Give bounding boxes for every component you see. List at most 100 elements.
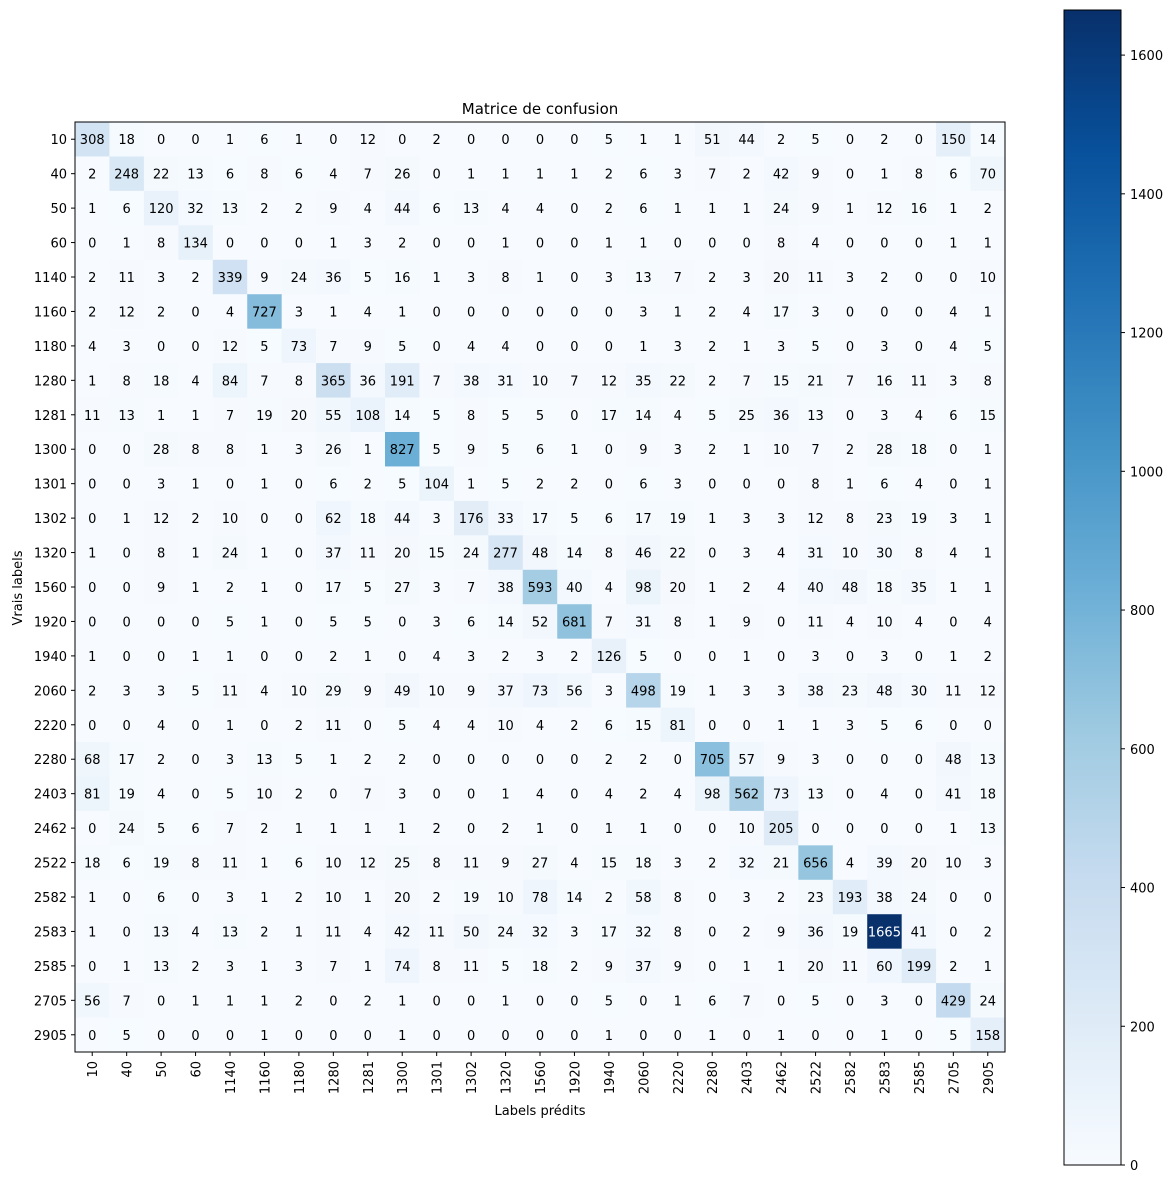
cell-value-label: 19 [670, 512, 687, 527]
cell-value-label: 1 [295, 822, 303, 837]
cell-value-label: 6 [191, 822, 199, 837]
cell-value-label: 0 [777, 650, 785, 665]
x-tick-label: 2705 [947, 1061, 962, 1094]
heatmap-cell [109, 432, 145, 468]
heatmap-cell [729, 569, 765, 605]
heatmap-cell [901, 673, 937, 709]
cell-value-label: 38 [807, 684, 824, 699]
y-tick-label: 60 [50, 237, 67, 252]
cell-value-label: 2 [433, 133, 441, 148]
cell-value-label: 11 [463, 960, 480, 975]
heatmap-cell [970, 914, 1006, 950]
cell-value-label: 0 [295, 650, 303, 665]
heatmap-cell [901, 432, 937, 468]
cell-value-label: 0 [433, 994, 441, 1009]
cell-value-label: 1 [536, 822, 544, 837]
heatmap-cell [281, 259, 317, 295]
cell-value-label: 20 [911, 857, 928, 872]
heatmap-cell [453, 569, 489, 605]
cell-value-label: 1 [777, 719, 785, 734]
heatmap-cell [832, 638, 868, 674]
cell-value-label: 4 [364, 202, 372, 217]
heatmap-cell [316, 879, 352, 915]
cell-value-label: 0 [708, 547, 716, 562]
cell-value-label: 11 [807, 615, 824, 630]
cell-value-label: 1 [467, 478, 475, 493]
cell-value-label: 1 [949, 650, 957, 665]
heatmap-cell [660, 1017, 696, 1053]
cell-value-label: 24 [911, 891, 928, 906]
heatmap-cell [695, 673, 731, 709]
heatmap-cell [75, 604, 111, 640]
x-tick-label: 2522 [810, 1061, 825, 1094]
heatmap-cell [936, 466, 972, 502]
cell-value-label: 7 [846, 374, 854, 389]
heatmap-cell [488, 604, 524, 640]
cell-value-label: 0 [570, 1029, 578, 1044]
cell-value-label: 31 [635, 615, 652, 630]
cell-value-label: 8 [467, 409, 475, 424]
heatmap-cell [729, 225, 765, 261]
heatmap-cell [832, 742, 868, 778]
heatmap-cell [832, 776, 868, 812]
cell-value-label: 2 [433, 822, 441, 837]
cell-value-label: 10 [428, 684, 445, 699]
cell-value-label: 339 [218, 271, 243, 286]
cell-value-label: 37 [635, 960, 652, 975]
cell-value-label: 0 [846, 788, 854, 803]
x-tick-label: 2905 [982, 1061, 997, 1094]
heatmap-cell [281, 535, 317, 571]
heatmap-cell [212, 397, 248, 433]
heatmap-cell [75, 466, 111, 502]
heatmap-cell [350, 294, 386, 330]
cell-value-label: 0 [570, 133, 578, 148]
cell-value-label: 56 [566, 684, 583, 699]
cell-value-label: 11 [325, 719, 342, 734]
cell-value-label: 4 [226, 305, 234, 320]
heatmap-cell [281, 1017, 317, 1053]
cell-value-label: 5 [536, 409, 544, 424]
cell-value-label: 1 [398, 1029, 406, 1044]
cell-value-label: 1 [708, 684, 716, 699]
heatmap-cell [901, 156, 937, 192]
cell-value-label: 0 [915, 822, 923, 837]
cell-value-label: 50 [463, 925, 480, 940]
heatmap-cell [832, 328, 868, 364]
heatmap-cell [75, 638, 111, 674]
cell-value-label: 0 [88, 1029, 96, 1044]
cell-value-label: 0 [708, 925, 716, 940]
heatmap-cell [488, 397, 524, 433]
cell-value-label: 8 [157, 237, 165, 252]
heatmap-cell [212, 569, 248, 605]
cell-value-label: 36 [773, 409, 790, 424]
heatmap-cell [178, 500, 214, 536]
cell-value-label: 12 [118, 305, 135, 320]
heatmap-cell [832, 294, 868, 330]
heatmap-cell [75, 673, 111, 709]
heatmap-cell [385, 673, 421, 709]
cell-value-label: 0 [915, 753, 923, 768]
cell-value-label: 1 [708, 581, 716, 596]
heatmap-cell [385, 259, 421, 295]
heatmap-cell [798, 294, 834, 330]
cell-value-label: 0 [708, 960, 716, 975]
x-axis-label: Labels prédits [494, 1104, 585, 1119]
cell-value-label: 23 [876, 512, 893, 527]
cell-value-label: 2 [88, 684, 96, 699]
heatmap-cell [109, 122, 145, 158]
cell-value-label: 2 [708, 857, 716, 872]
heatmap-cell [867, 466, 903, 502]
cell-value-label: 0 [708, 478, 716, 493]
heatmap-cell [522, 948, 558, 984]
cell-value-label: 32 [532, 925, 549, 940]
cell-value-label: 10 [842, 547, 859, 562]
cell-value-label: 1 [811, 719, 819, 734]
cell-value-label: 7 [364, 788, 372, 803]
heatmap-cell [626, 466, 662, 502]
heatmap-cell [247, 294, 283, 330]
cell-value-label: 6 [915, 719, 923, 734]
heatmap-cell [419, 776, 455, 812]
heatmap-cell [75, 294, 111, 330]
cell-value-label: 9 [811, 202, 819, 217]
heatmap-cell [212, 535, 248, 571]
